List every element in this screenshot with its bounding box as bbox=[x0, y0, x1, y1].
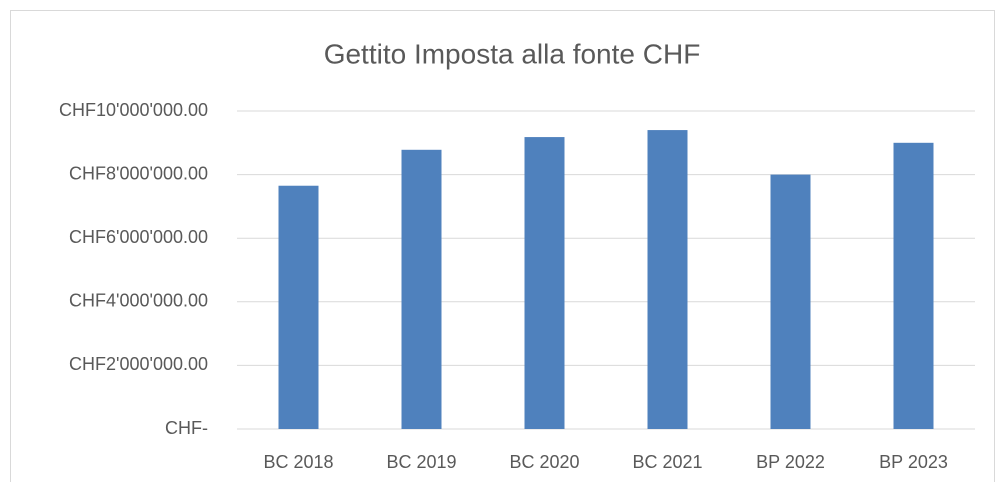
y-tick-label: CHF- bbox=[165, 418, 208, 438]
y-tick-label: CHF4'000'000.00 bbox=[69, 291, 208, 311]
x-tick-label: BP 2022 bbox=[756, 452, 825, 472]
y-tick-label: CHF6'000'000.00 bbox=[69, 227, 208, 247]
bar bbox=[524, 137, 565, 430]
x-tick-label: BC 2019 bbox=[386, 452, 456, 472]
chart-title: Gettito Imposta alla fonte CHF bbox=[324, 38, 701, 69]
bar bbox=[401, 149, 442, 429]
bar bbox=[770, 174, 811, 429]
bar bbox=[893, 142, 934, 430]
y-tick-label: CHF2'000'000.00 bbox=[69, 354, 208, 374]
x-tick-label: BC 2020 bbox=[509, 452, 579, 472]
y-tick-label: CHF10'000'000.00 bbox=[59, 100, 208, 120]
chart-frame bbox=[10, 10, 995, 486]
x-tick-label: BP 2023 bbox=[879, 452, 948, 472]
bar bbox=[278, 185, 319, 429]
bar bbox=[647, 130, 688, 429]
x-tick-label: BC 2021 bbox=[632, 452, 702, 472]
y-tick-label: CHF8'000'000.00 bbox=[69, 163, 208, 183]
x-tick-label: BC 2018 bbox=[263, 452, 333, 472]
